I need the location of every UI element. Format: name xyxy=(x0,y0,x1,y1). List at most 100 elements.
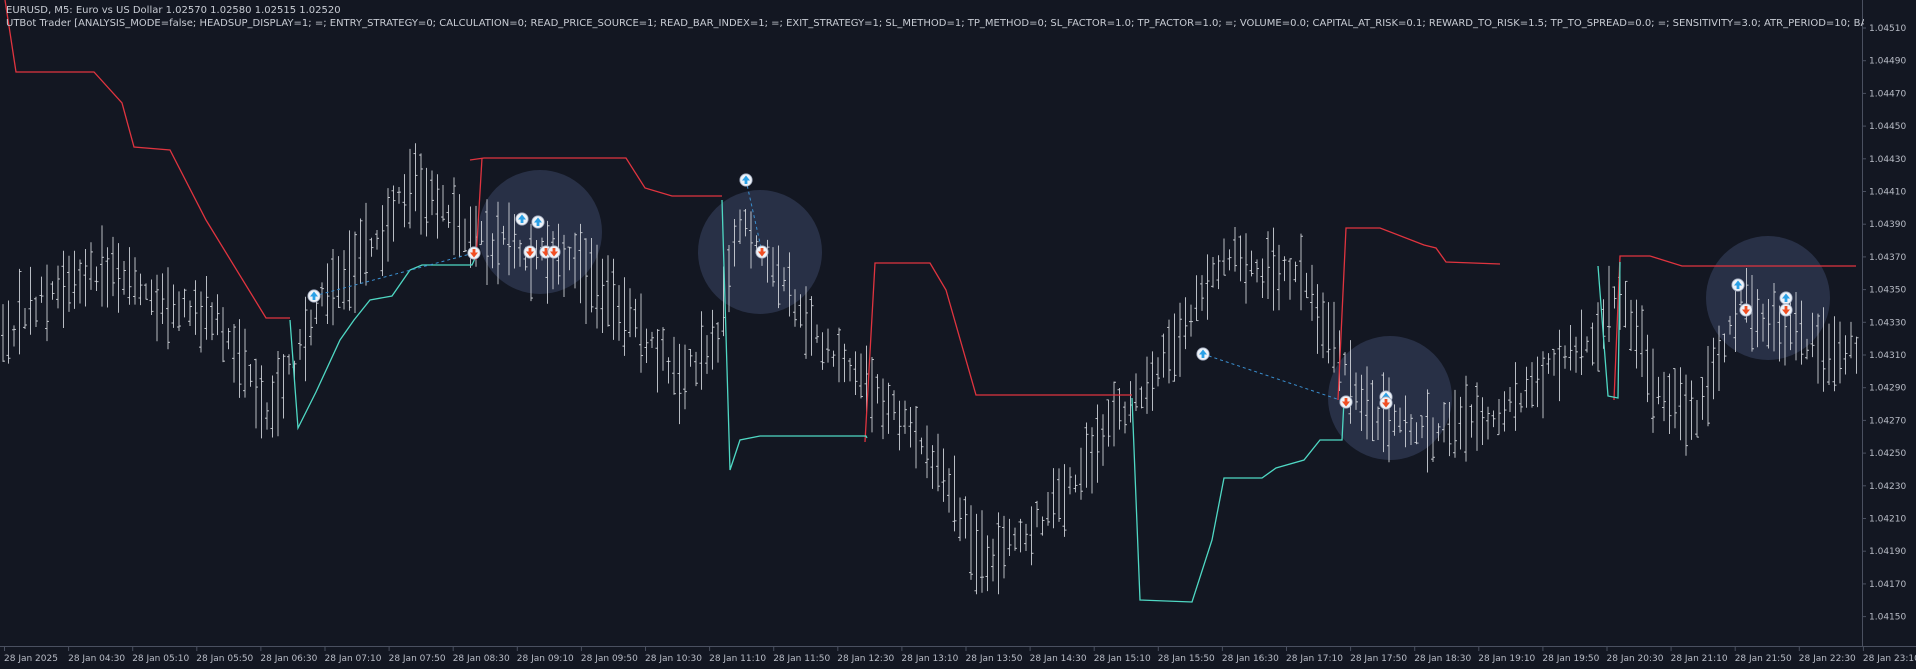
time-label: 28 Jan 23:10 xyxy=(1863,654,1916,664)
sell-arrow xyxy=(470,249,478,258)
buy-arrow xyxy=(518,214,526,223)
arrow-up-icon xyxy=(1731,278,1745,292)
time-label: 28 Jan 08:30 xyxy=(453,654,510,664)
arrow-up-icon xyxy=(1779,291,1793,305)
arrow-down-icon xyxy=(1339,395,1353,409)
price-label: 1.04450 xyxy=(1869,122,1906,132)
price-label: 1.04430 xyxy=(1869,155,1906,165)
time-label: 28 Jan 21:50 xyxy=(1735,654,1792,664)
sell-arrow xyxy=(1782,306,1790,315)
time-label: 28 Jan 05:10 xyxy=(132,654,189,664)
price-label: 1.04470 xyxy=(1869,89,1906,99)
resistance-segment xyxy=(1613,255,1856,401)
symbol-info: EURUSD, M5: Euro vs US Dollar 1.02570 1.… xyxy=(6,5,341,16)
buy-arrow xyxy=(1734,280,1742,289)
trade-connector xyxy=(745,179,763,253)
time-label: 28 Jan 18:30 xyxy=(1414,654,1471,664)
sell-arrow xyxy=(526,248,534,257)
price-label: 1.04170 xyxy=(1869,580,1906,590)
arrow-down-icon xyxy=(755,245,769,259)
time-label: 28 Jan 14:30 xyxy=(1030,654,1087,664)
time-label: 28 Jan 2025 xyxy=(4,654,58,664)
trade-connectors xyxy=(313,179,1347,403)
time-label: 28 Jan 19:50 xyxy=(1542,654,1599,664)
time-label: 28 Jan 21:10 xyxy=(1671,654,1728,664)
support-segment xyxy=(1131,397,1345,603)
time-label: 28 Jan 11:50 xyxy=(773,654,830,664)
arrow-down-icon xyxy=(1379,396,1393,410)
resistance-segment xyxy=(475,157,483,261)
time-label: 28 Jan 07:50 xyxy=(389,654,446,664)
support-line xyxy=(289,199,1621,603)
resistance-line xyxy=(4,0,1856,443)
price-bars xyxy=(1,143,1859,595)
price-label: 1.04210 xyxy=(1869,515,1906,525)
time-label: 28 Jan 13:10 xyxy=(901,654,958,664)
resistance-segment xyxy=(1337,227,1501,401)
support-segment xyxy=(289,255,477,431)
time-label: 28 Jan 11:10 xyxy=(709,654,766,664)
price-label: 1.04510 xyxy=(1869,24,1906,34)
price-label: 1.04350 xyxy=(1869,286,1906,296)
arrow-down-icon xyxy=(467,246,481,260)
arrow-down-icon xyxy=(1779,303,1793,317)
arrow-down-icon xyxy=(547,245,561,259)
price-label: 1.04270 xyxy=(1869,416,1906,426)
time-label: 28 Jan 17:50 xyxy=(1350,654,1407,664)
time-label: 28 Jan 12:30 xyxy=(837,654,894,664)
sell-arrow xyxy=(1382,399,1390,408)
sell-arrow xyxy=(1742,306,1750,315)
time-label: 28 Jan 10:30 xyxy=(645,654,702,664)
price-label: 1.04310 xyxy=(1869,351,1906,361)
arrow-up-icon xyxy=(307,289,321,303)
highlight-zone xyxy=(478,170,602,294)
trade-connector xyxy=(313,252,475,297)
price-label: 1.04390 xyxy=(1869,220,1906,230)
buy-arrow xyxy=(310,291,318,300)
price-axis[interactable]: 1.04510 1.04490 1.04470 1.04450 1.04430 1.044… xyxy=(1862,24,1906,623)
time-label: 28 Jan 04:30 xyxy=(68,654,125,664)
time-label: 28 Jan 20:30 xyxy=(1607,654,1664,664)
time-label: 28 Jan 17:10 xyxy=(1286,654,1343,664)
time-label: 28 Jan 19:10 xyxy=(1478,654,1535,664)
buy-arrow xyxy=(1782,293,1790,302)
time-label: 28 Jan 06:30 xyxy=(260,654,317,664)
price-label: 1.04190 xyxy=(1869,547,1906,557)
time-label: 28 Jan 15:50 xyxy=(1158,654,1215,664)
price-label: 1.04410 xyxy=(1869,188,1906,198)
resistance-segment xyxy=(864,262,1132,443)
support-segment xyxy=(721,199,868,471)
price-label: 1.04230 xyxy=(1869,482,1906,492)
sell-arrow xyxy=(542,248,550,257)
price-label: 1.04330 xyxy=(1869,318,1906,328)
arrow-up-icon xyxy=(1196,347,1210,361)
time-label: 28 Jan 07:10 xyxy=(325,654,382,664)
price-label: 1.04250 xyxy=(1869,449,1906,459)
support-segment xyxy=(1597,261,1621,399)
time-label: 28 Jan 15:10 xyxy=(1094,654,1151,664)
sell-arrow xyxy=(758,248,766,257)
arrow-down-icon xyxy=(1739,303,1753,317)
time-label: 28 Jan 13:50 xyxy=(966,654,1023,664)
time-label: 28 Jan 09:10 xyxy=(517,654,574,664)
price-label: 1.04490 xyxy=(1869,57,1906,67)
indicator-params: UTBot Trader [ANALYSIS_MODE=false; HEADS… xyxy=(6,18,1864,29)
sell-arrow xyxy=(1342,398,1350,407)
time-axis[interactable]: 28 Jan 2025 28 Jan 04:30 28 Jan 05:10 28 Ja… xyxy=(4,646,1916,664)
time-label: 28 Jan 22:30 xyxy=(1799,654,1856,664)
time-label: 28 Jan 05:50 xyxy=(196,654,253,664)
price-label: 1.04370 xyxy=(1869,253,1906,263)
highlight-zone xyxy=(1706,236,1830,360)
trade-markers xyxy=(307,173,1793,410)
time-label: 28 Jan 16:30 xyxy=(1222,654,1279,664)
buy-arrow xyxy=(742,175,750,184)
trade-connector xyxy=(1202,353,1347,403)
arrow-up-icon xyxy=(531,215,545,229)
time-label: 28 Jan 09:50 xyxy=(581,654,638,664)
resistance-segment xyxy=(4,0,290,319)
price-label: 1.04150 xyxy=(1869,613,1906,623)
price-label: 1.04290 xyxy=(1869,384,1906,394)
buy-arrow xyxy=(534,217,542,226)
